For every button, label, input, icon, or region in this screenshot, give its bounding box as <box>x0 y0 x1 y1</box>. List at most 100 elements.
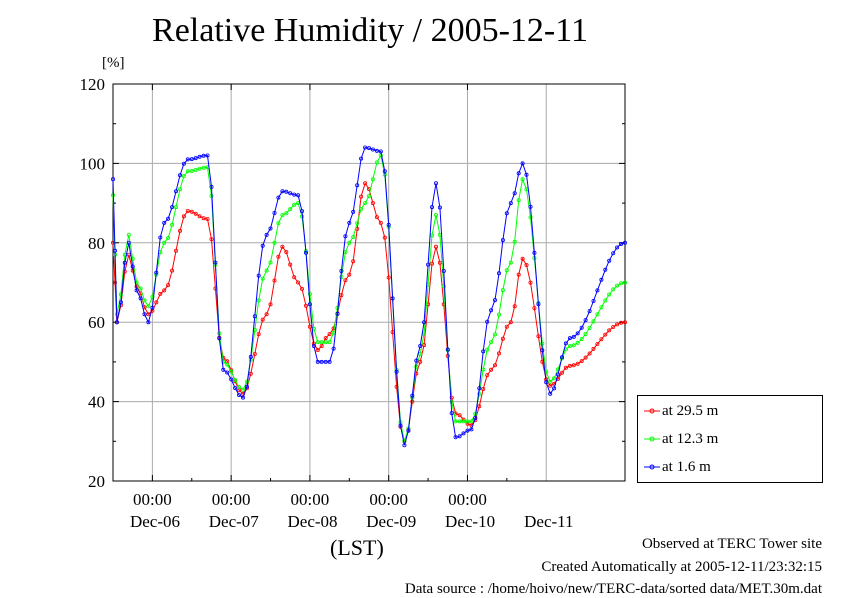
data-point <box>591 319 596 324</box>
data-point <box>343 234 348 239</box>
data-point <box>142 312 147 317</box>
data-point <box>146 312 151 317</box>
x-tick-label-day: Dec-10 <box>445 512 495 531</box>
data-point <box>560 370 565 375</box>
data-point <box>236 384 241 389</box>
data-point <box>209 184 214 189</box>
data-point <box>563 365 568 370</box>
data-point <box>122 260 127 265</box>
data-point <box>567 343 572 348</box>
data-point <box>181 174 186 179</box>
data-point <box>170 222 175 227</box>
data-point <box>126 232 131 237</box>
data-point <box>607 292 612 297</box>
data-point <box>351 259 356 264</box>
data-point <box>355 183 360 188</box>
y-tick-label: 60 <box>88 313 105 332</box>
data-point <box>615 245 620 250</box>
data-point <box>370 177 375 182</box>
data-point <box>166 235 171 240</box>
data-point <box>327 359 332 364</box>
data-point <box>512 304 517 309</box>
data-point <box>205 216 210 221</box>
x-tick-label-day: Dec-07 <box>209 512 260 531</box>
data-point <box>201 216 206 221</box>
data-point <box>418 343 423 348</box>
data-point <box>335 311 340 316</box>
data-point <box>492 298 497 303</box>
data-point <box>583 332 588 337</box>
data-point <box>623 320 628 325</box>
data-point <box>374 148 379 153</box>
data-point <box>370 201 375 206</box>
data-point <box>556 372 561 377</box>
legend-label: at 29.5 m <box>662 403 719 419</box>
legend-item-12-3m: at 12.3 m <box>638 428 822 452</box>
data-point <box>516 198 521 203</box>
data-point <box>162 288 167 293</box>
data-point <box>213 260 218 265</box>
data-point <box>303 250 308 255</box>
data-point <box>378 149 383 154</box>
data-point <box>315 340 320 345</box>
data-point <box>201 165 206 170</box>
legend-item-1-6m: at 1.6 m <box>638 456 822 480</box>
data-point <box>619 241 624 246</box>
data-point <box>516 171 521 176</box>
data-point <box>252 314 257 319</box>
data-point <box>595 312 600 317</box>
data-point <box>426 262 431 267</box>
data-point <box>292 202 297 207</box>
data-point <box>528 204 533 209</box>
data-point <box>197 214 202 219</box>
y-tick-label: 80 <box>88 234 105 253</box>
data-point <box>327 340 332 345</box>
data-point <box>142 298 147 303</box>
data-point <box>347 220 352 225</box>
data-point <box>331 346 336 351</box>
data-point <box>193 211 198 216</box>
data-point <box>579 325 584 330</box>
data-point <box>177 173 182 178</box>
data-point <box>276 254 281 259</box>
x-tick-label-day: Dec-06 <box>130 512 180 531</box>
data-point <box>347 240 352 245</box>
data-point <box>240 387 245 392</box>
data-point <box>579 337 584 342</box>
plot-frame <box>112 83 626 482</box>
data-point <box>256 273 261 278</box>
data-point <box>382 235 387 240</box>
data-point <box>319 343 324 348</box>
data-point <box>512 239 517 244</box>
data-point <box>126 240 131 245</box>
data-point <box>437 260 442 265</box>
data-point <box>575 361 580 366</box>
data-point <box>177 187 182 192</box>
data-point <box>449 411 454 416</box>
data-point <box>520 256 525 261</box>
data-point <box>118 300 123 305</box>
data-point <box>134 288 139 293</box>
data-point <box>374 160 379 165</box>
data-point <box>500 238 505 243</box>
data-point <box>264 312 269 317</box>
data-point <box>370 147 375 152</box>
data-point <box>276 195 281 200</box>
data-point <box>394 369 399 374</box>
data-point <box>418 351 423 356</box>
data-point <box>457 413 462 418</box>
series-line <box>112 146 626 446</box>
data-point <box>221 367 226 372</box>
data-point <box>422 342 427 347</box>
data-point <box>386 275 391 280</box>
data-point <box>599 305 604 310</box>
data-point <box>193 156 198 161</box>
data-point <box>449 399 454 404</box>
data-point <box>603 332 608 337</box>
data-point <box>193 167 198 172</box>
series-at-1-6-m <box>111 145 628 448</box>
data-point <box>233 378 238 383</box>
data-point <box>323 359 328 364</box>
data-point <box>158 291 163 296</box>
data-point <box>272 210 277 215</box>
